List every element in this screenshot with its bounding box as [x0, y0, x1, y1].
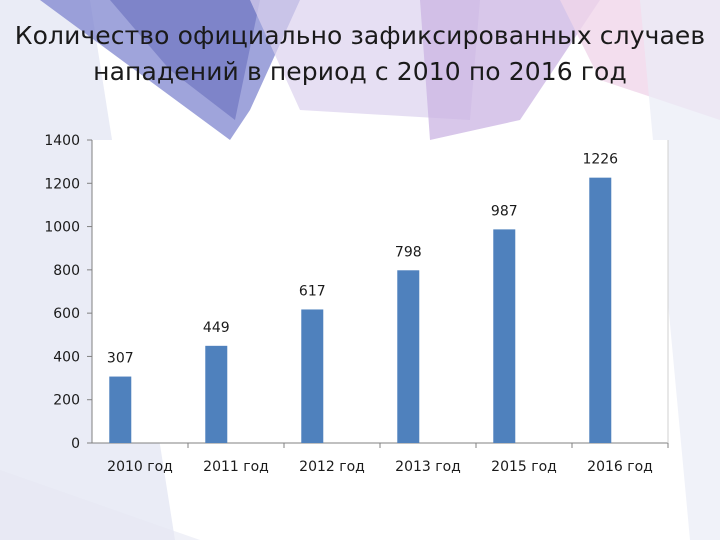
- y-tick-label: 600: [53, 306, 80, 322]
- bar: [397, 270, 420, 443]
- y-tick-label: 1200: [44, 176, 80, 192]
- data-label: 987: [491, 203, 518, 219]
- chart-title: Количество официально зафиксированных сл…: [0, 18, 720, 90]
- y-tick-label: 400: [53, 349, 80, 365]
- chart-title-line-2: нападений в период с 2010 по 2016 год: [93, 57, 627, 86]
- y-tick-label: 1000: [44, 220, 80, 236]
- data-label: 449: [203, 320, 230, 336]
- x-category-label: 2013 год: [395, 459, 461, 475]
- bar: [109, 376, 132, 443]
- y-tick-label: 1400: [44, 133, 80, 149]
- y-tick-label: 800: [53, 263, 80, 279]
- y-tick-label: 200: [53, 393, 80, 409]
- chart-title-line-1: Количество официально зафиксированных сл…: [14, 21, 706, 50]
- plot-area: [92, 140, 668, 443]
- x-category-label: 2010 год: [107, 459, 173, 475]
- x-category-label: 2011 год: [203, 459, 269, 475]
- data-label: 307: [107, 351, 134, 367]
- bar: [493, 229, 516, 443]
- data-label: 798: [395, 244, 422, 260]
- y-tick-label: 0: [71, 436, 80, 452]
- bar: [205, 345, 228, 443]
- bar: [589, 177, 612, 443]
- x-category-label: 2016 год: [587, 459, 653, 475]
- x-category-label: 2012 год: [299, 459, 365, 475]
- x-category-label: 2015 год: [491, 459, 557, 475]
- data-label: 1226: [582, 152, 618, 168]
- bar: [301, 309, 324, 443]
- data-label: 617: [299, 283, 326, 299]
